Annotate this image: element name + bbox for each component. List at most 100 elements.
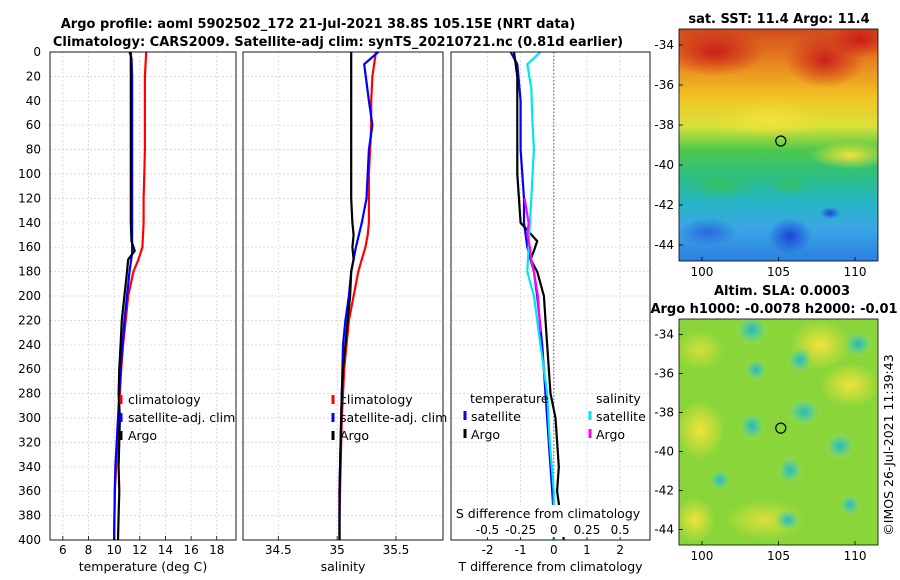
map-y-tick-label: -44: [654, 238, 674, 252]
s-scale-tick-label: 0: [550, 523, 558, 537]
figure-title-line2: Climatology: CARS2009. Satellite-adj cli…: [53, 35, 623, 50]
x-tick-label: 35.5: [383, 543, 410, 557]
sla-map-title: Altim. SLA: 0.0003: [714, 284, 850, 299]
legend-label: satellite-adj. clim: [128, 410, 235, 425]
y-tick-label: 200: [18, 289, 41, 303]
map-y-tick-label: -38: [654, 118, 674, 132]
x-axis-label: temperature (deg C): [79, 559, 208, 574]
x-tick-label: -1: [515, 543, 527, 557]
x-tick-label: 18: [209, 543, 224, 557]
y-tick-label: 300: [18, 411, 41, 425]
sla-map-axes: 100 105 110 -34 -36 -38 -40 -42 -44: [654, 328, 866, 563]
legend-label: Argo: [471, 427, 500, 442]
y-tick-label: 380: [18, 509, 41, 523]
legend-label: climatology: [340, 392, 413, 407]
y-tick-label: 80: [26, 143, 41, 157]
series-line-satellite-adj-clim: [113, 51, 134, 541]
plot-frame: [242, 51, 444, 541]
map-y-tick-label: -42: [654, 483, 674, 497]
y-tick-label: 400: [18, 533, 41, 547]
map-y-tick-label: -38: [654, 406, 674, 420]
legend-label: satellite: [596, 409, 646, 424]
x-tick-label: 34.5: [265, 543, 292, 557]
s-scale-tick-label: -0.5: [476, 523, 499, 537]
y-tick-label: 120: [18, 191, 41, 205]
y-tick-label: 240: [18, 338, 41, 352]
sla-map-subtitle: Argo h1000: -0.0078 h2000: -0.01: [650, 302, 897, 317]
map-x-tick-label: 105: [767, 265, 790, 279]
x-tick-label: 6: [59, 543, 67, 557]
y-tick-label: 140: [18, 216, 41, 230]
series-line-salinity-argo: [523, 198, 542, 333]
s-scale-tick-label: 0.5: [611, 523, 630, 537]
y-tick-label: 0: [33, 45, 41, 59]
x-tick-label: 8: [85, 543, 93, 557]
argo-location-marker: [775, 135, 787, 147]
sst-map-title: sat. SST: 11.4 Argo: 11.4: [688, 12, 869, 27]
legend-label: climatology: [128, 392, 201, 407]
legend-label: Argo: [596, 427, 625, 442]
y-tick-label: 100: [18, 167, 41, 181]
map-x-tick-label: 110: [844, 549, 867, 563]
x-tick-label: 0: [550, 543, 558, 557]
series-line-salinity-satellite: [526, 51, 555, 540]
map-x-tick-label: 100: [691, 265, 714, 279]
x-axis-label: T difference from climatology: [457, 559, 643, 574]
plot-frame: [49, 51, 237, 541]
y-tick-label: 340: [18, 460, 41, 474]
figure-title-line1: Argo profile: aoml 5902502_172 21-Jul-20…: [61, 17, 576, 32]
legend-label: Argo: [128, 428, 157, 443]
y-tick-label: 360: [18, 484, 41, 498]
map-y-tick-label: -42: [654, 198, 674, 212]
difference-panel: -2 -1 0 1 2 T difference from climatology temp…: [450, 51, 651, 574]
legend-label: satellite: [471, 409, 521, 424]
x-tick-label: 2: [616, 543, 624, 557]
y-tick-label: 260: [18, 362, 41, 376]
legend-header-temperature: temperature: [470, 391, 549, 406]
y-tick-label: 280: [18, 387, 41, 401]
sst-heatmap: [679, 29, 878, 261]
y-tick-label: 20: [26, 69, 41, 83]
map-y-tick-label: -34: [654, 328, 674, 342]
sst-map-axes: 100 105 110 -34 -36 -38 -40 -42 -44: [654, 38, 866, 279]
map-y-tick-label: -40: [654, 444, 674, 458]
plot-frame: [450, 51, 651, 541]
x-tick-label: 14: [158, 543, 173, 557]
salinity-panel: 34.5 35 35.5 salinity climatology satellite-a…: [242, 51, 447, 574]
x-tick-label: 12: [132, 543, 147, 557]
map-y-tick-label: -40: [654, 158, 674, 172]
map-y-tick-label: -44: [654, 522, 674, 536]
x-tick-label: 16: [183, 543, 198, 557]
map-y-tick-label: -36: [654, 367, 674, 381]
map-y-tick-label: -36: [654, 78, 674, 92]
y-tick-label: 60: [26, 118, 41, 132]
s-scale-tick-label: -0.25: [505, 523, 536, 537]
s-scale-background: [452, 505, 649, 537]
map-x-tick-label: 110: [844, 265, 867, 279]
x-tick-label: 10: [106, 543, 121, 557]
sla-heatmap: [679, 319, 878, 545]
s-difference-axis-label: S difference from climatology: [456, 506, 641, 521]
legend-label: Argo: [340, 428, 369, 443]
imos-timestamp-label: ©IMOS 26-Jul-2021 11:39:43: [881, 354, 896, 535]
s-scale-tick-label: 0.25: [574, 523, 601, 537]
series-line-argo: [116, 52, 136, 541]
map-y-tick-label: -34: [654, 38, 674, 52]
legend-label: satellite-adj. clim: [340, 410, 447, 425]
x-axis-label: salinity: [321, 559, 366, 574]
x-tick-label: 35: [329, 543, 344, 557]
map-x-tick-label: 105: [767, 549, 790, 563]
map-x-tick-label: 100: [691, 549, 714, 563]
series-line-temperature-argo: [512, 51, 565, 541]
series-line-argo: [338, 52, 355, 540]
y-tick-label: 160: [18, 240, 41, 254]
y-tick-label: 220: [18, 313, 41, 327]
x-tick-label: 1: [583, 543, 591, 557]
y-tick-label: 320: [18, 435, 41, 449]
y-tick-label: 180: [18, 265, 41, 279]
argo-location-marker: [775, 422, 787, 434]
legend-header-salinity: salinity: [596, 391, 641, 406]
x-tick-label: -2: [481, 543, 493, 557]
y-tick-label: 40: [26, 94, 41, 108]
